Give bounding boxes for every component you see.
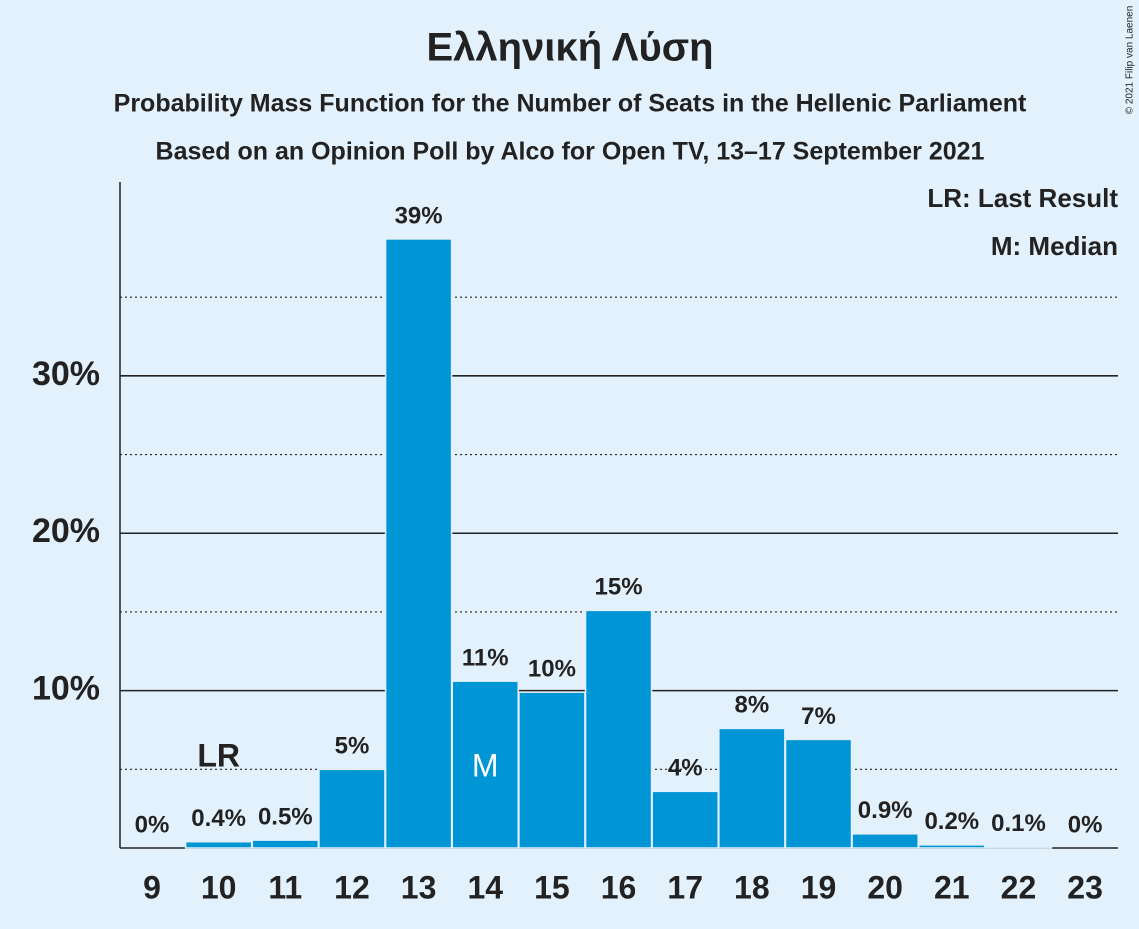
- annotation: M: [472, 747, 499, 783]
- y-tick-label: 20%: [32, 512, 100, 550]
- value-label: 4%: [668, 755, 703, 782]
- x-tick-label: 23: [1067, 869, 1103, 905]
- legend-entry: M: Median: [991, 231, 1118, 261]
- value-label: 0.4%: [191, 805, 246, 832]
- bar: [584, 609, 653, 849]
- legend-entry: LR: Last Result: [927, 183, 1118, 213]
- x-tick-label: 14: [467, 869, 503, 905]
- value-label: 5%: [335, 733, 370, 760]
- bar: [251, 839, 320, 849]
- bar: [184, 840, 253, 849]
- bar: [984, 845, 1053, 849]
- y-tick-label: 30%: [32, 355, 100, 393]
- x-tick-label: 19: [801, 869, 837, 905]
- x-tick-label: 12: [334, 869, 370, 905]
- x-tick-label: 22: [1001, 869, 1037, 905]
- value-label: 8%: [735, 692, 770, 719]
- x-tick-label: 15: [534, 869, 570, 905]
- value-label: 0.1%: [991, 810, 1046, 837]
- bar: [718, 727, 786, 849]
- x-tick-label: 21: [934, 869, 970, 905]
- x-tick-label: 10: [201, 869, 237, 905]
- value-label: 0.2%: [924, 808, 979, 835]
- value-label: 0.5%: [258, 803, 313, 830]
- credit: © 2021 Filip van Laenen: [1125, 6, 1136, 115]
- x-tick-label: 20: [867, 869, 903, 905]
- x-tick-label: 11: [268, 869, 302, 905]
- bar: [318, 768, 386, 849]
- bar: [784, 738, 853, 849]
- bar: [518, 691, 586, 849]
- x-tick-label: 16: [601, 869, 637, 905]
- x-tick-label: 17: [667, 869, 703, 905]
- y-tick-label: 10%: [32, 670, 100, 708]
- value-label: 15%: [595, 574, 643, 601]
- bar: [651, 790, 719, 849]
- value-label: 10%: [528, 656, 576, 683]
- chart-subtitle: Probability Mass Function for the Number…: [114, 90, 1027, 118]
- bar: [851, 833, 919, 849]
- value-label: 0%: [1068, 811, 1103, 838]
- x-tick-label: 9: [143, 869, 161, 905]
- bar: [384, 238, 453, 849]
- annotation: LR: [197, 737, 240, 773]
- value-label: 0.9%: [858, 797, 913, 824]
- value-label: 11%: [462, 645, 509, 672]
- value-label: 39%: [395, 202, 443, 229]
- x-tick-label: 13: [401, 869, 437, 905]
- value-label: 7%: [801, 703, 836, 730]
- chart-subtitle: Based on an Opinion Poll by Alco for Ope…: [156, 138, 985, 166]
- bar: [918, 844, 986, 849]
- chart-title: Ελληνική Λύση: [426, 26, 713, 70]
- value-label: 0%: [135, 811, 170, 838]
- x-tick-label: 18: [734, 869, 770, 905]
